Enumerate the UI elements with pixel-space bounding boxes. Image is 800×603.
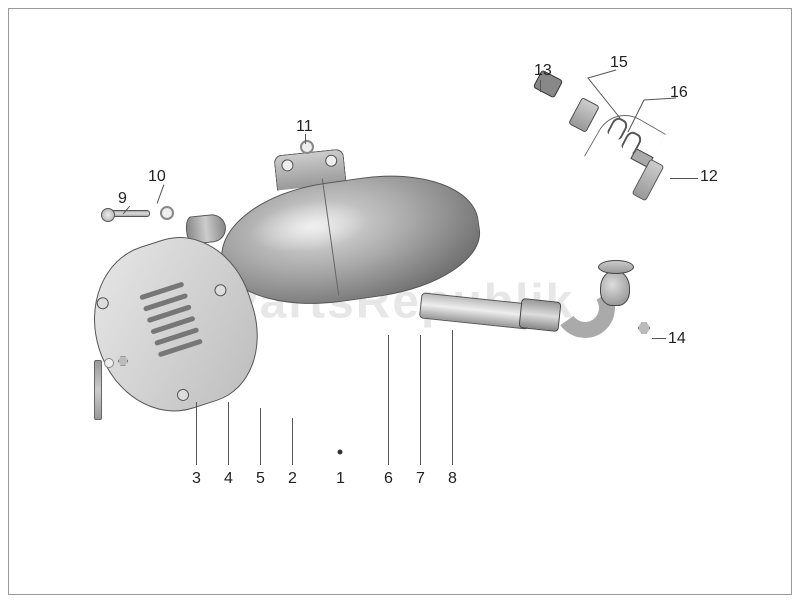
pipe-end	[600, 270, 630, 306]
callout-5: 5	[256, 470, 265, 488]
washer-10	[160, 206, 174, 220]
leader	[228, 402, 229, 465]
leader	[260, 408, 261, 465]
leader	[670, 178, 698, 179]
callout-2: 2	[288, 470, 297, 488]
callout-10: 10	[148, 168, 166, 186]
nut-5	[118, 356, 128, 366]
callout-4: 4	[224, 470, 233, 488]
callout-3: 3	[192, 470, 201, 488]
callout-8: 8	[448, 470, 457, 488]
leader	[305, 134, 306, 144]
washer-11	[300, 140, 314, 154]
callout-13: 13	[534, 62, 552, 80]
leader	[292, 418, 293, 465]
leader	[196, 402, 197, 465]
nut-14	[638, 322, 650, 334]
callout-1: 1	[336, 470, 345, 488]
leader	[540, 80, 541, 92]
leader	[452, 330, 453, 465]
washer-4	[104, 358, 114, 368]
callout-14: 14	[668, 330, 686, 348]
leader-svg	[624, 96, 684, 146]
callout-9: 9	[118, 190, 127, 208]
screw-9	[110, 210, 150, 217]
callout-6: 6	[384, 470, 393, 488]
ref-dot	[338, 450, 343, 455]
pipe-flange	[598, 260, 634, 274]
callout-12: 12	[700, 168, 718, 186]
leader	[652, 338, 666, 339]
bolt-3	[94, 360, 102, 420]
exhaust-pipe	[420, 290, 650, 370]
leader	[388, 335, 389, 465]
callout-7: 7	[416, 470, 425, 488]
pipe-segment	[419, 292, 531, 329]
leader	[420, 335, 421, 465]
